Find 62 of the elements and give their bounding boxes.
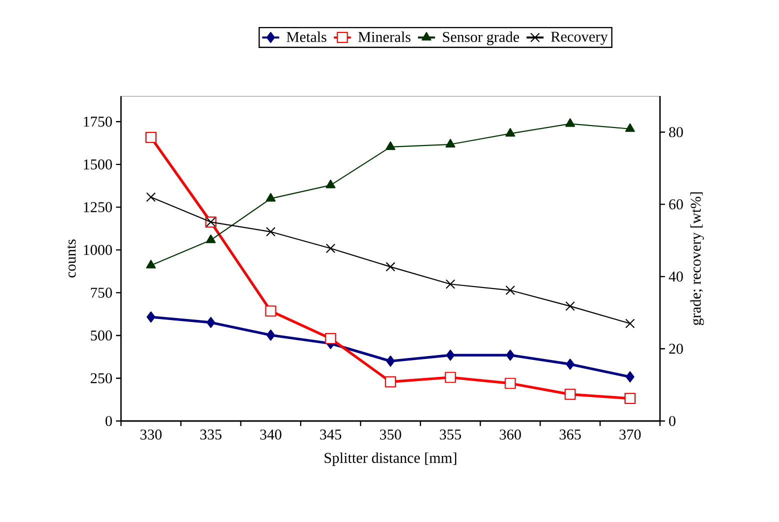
point: [325, 333, 336, 344]
point: [446, 138, 456, 148]
y-tick-label: 750: [91, 288, 112, 298]
y2-tick-label: 80: [669, 127, 683, 138]
y2-tick-label: 40: [668, 272, 683, 282]
point: [386, 141, 396, 150]
point: [566, 358, 574, 370]
x-tick-label: 345: [320, 430, 342, 440]
point: [266, 330, 276, 341]
point: [266, 226, 276, 237]
x-axis-title: Splitter distance [mm]: [324, 452, 456, 466]
point: [386, 262, 396, 272]
y-tick-label: 250: [90, 373, 112, 384]
point: [266, 193, 276, 202]
point: [446, 350, 455, 361]
y2-axis-title: grade; recovery [wt%]: [690, 192, 704, 326]
x-tick-label: 370: [620, 430, 641, 440]
point: [504, 378, 516, 389]
y-tick-label: 1750: [84, 116, 112, 127]
legend-label: Sensor grade: [442, 32, 520, 46]
x-tick-label: 365: [560, 430, 581, 440]
point: [386, 356, 395, 367]
y2-tick-label: 60: [669, 199, 683, 210]
point: [564, 388, 576, 400]
point: [565, 301, 575, 311]
x-tick-label: 355: [440, 430, 462, 440]
point: [146, 260, 156, 268]
point: [506, 350, 515, 361]
x-tick-label: 335: [200, 430, 222, 440]
point: [625, 318, 635, 328]
x-tick-label: 340: [260, 430, 282, 440]
point: [265, 305, 276, 317]
point: [146, 311, 156, 323]
point: [625, 123, 635, 132]
point: [505, 285, 516, 296]
point: [206, 234, 216, 244]
y-tick-label: 1250: [84, 202, 112, 212]
y-tick-label: 500: [90, 330, 112, 341]
point: [444, 372, 456, 383]
point: [505, 128, 516, 137]
y-tick-label: 1500: [84, 159, 112, 170]
y-tick-label: 0: [106, 416, 112, 426]
point: [624, 392, 636, 404]
y-axis-title: counts: [67, 240, 76, 278]
point: [326, 244, 336, 254]
point: [446, 279, 456, 289]
point: [206, 316, 216, 328]
y2-tick-label: 20: [669, 344, 683, 354]
point: [326, 180, 336, 188]
legend-label: Metals: [286, 32, 326, 42]
point: [626, 371, 634, 382]
legend-label: Recovery: [550, 32, 608, 45]
x-tick-label: 360: [500, 430, 521, 440]
point: [384, 376, 396, 388]
y2-tick-label: 0: [669, 416, 676, 426]
point: [146, 192, 156, 202]
x-tick-label: 330: [140, 430, 162, 440]
y-tick-label: 1000: [84, 244, 112, 255]
point: [565, 118, 576, 127]
x-tick-label: 350: [380, 430, 402, 440]
legend-label: Minerals: [358, 32, 410, 42]
point: [145, 132, 156, 143]
